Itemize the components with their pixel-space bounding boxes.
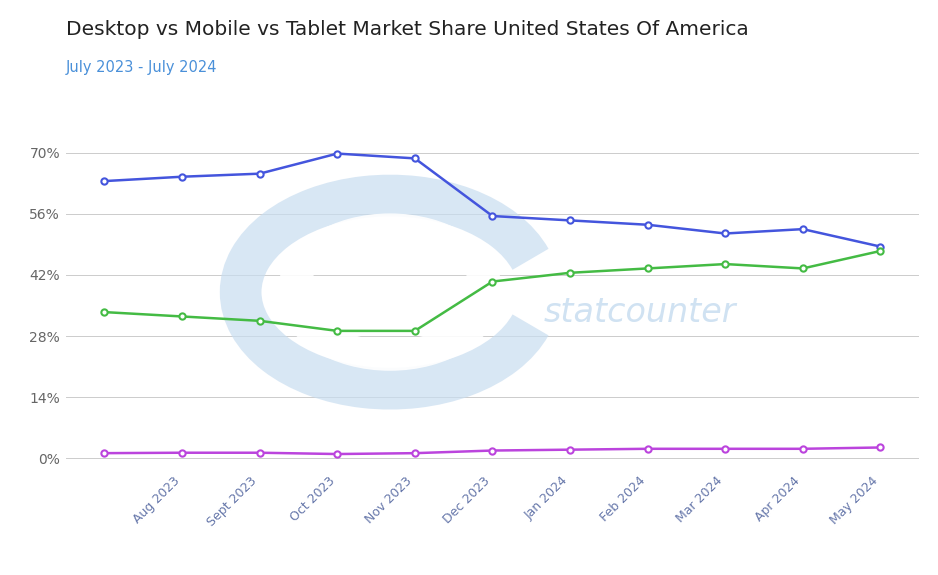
- Text: statcounter: statcounter: [544, 296, 736, 329]
- Text: July 2023 - July 2024: July 2023 - July 2024: [66, 60, 218, 75]
- Text: Desktop vs Mobile vs Tablet Market Share United States Of America: Desktop vs Mobile vs Tablet Market Share…: [66, 20, 749, 39]
